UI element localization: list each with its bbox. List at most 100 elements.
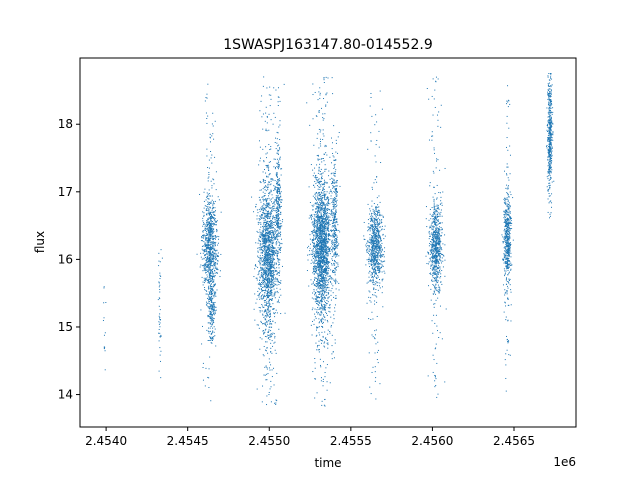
- data-point: [266, 320, 268, 322]
- data-point: [310, 216, 312, 218]
- data-point: [321, 222, 323, 224]
- data-point: [209, 213, 211, 215]
- data-point: [326, 101, 328, 103]
- data-point: [159, 335, 161, 337]
- data-point: [259, 270, 261, 272]
- data-point: [269, 253, 271, 255]
- data-point: [262, 385, 264, 387]
- data-point: [274, 269, 276, 271]
- data-point: [310, 217, 312, 219]
- data-point: [271, 201, 273, 203]
- data-point: [323, 271, 325, 273]
- data-point: [271, 340, 273, 342]
- data-point: [259, 157, 261, 159]
- data-point: [327, 222, 329, 224]
- data-point: [329, 209, 331, 211]
- data-point: [212, 236, 214, 238]
- data-point: [321, 312, 323, 314]
- data-point: [210, 283, 212, 285]
- data-point: [319, 92, 321, 94]
- data-point: [320, 158, 322, 160]
- data-point: [274, 228, 276, 230]
- data-point: [268, 294, 270, 296]
- data-point: [207, 180, 209, 182]
- data-point: [269, 217, 271, 219]
- data-point: [210, 297, 212, 299]
- data-point: [212, 311, 214, 313]
- data-point: [326, 232, 328, 234]
- data-point: [213, 285, 215, 287]
- data-point: [214, 269, 216, 271]
- data-point: [208, 193, 210, 195]
- data-point: [159, 322, 161, 324]
- data-point: [212, 212, 214, 214]
- data-point: [312, 169, 314, 171]
- data-point: [214, 249, 216, 251]
- data-point: [209, 239, 210, 241]
- data-point: [266, 157, 268, 159]
- data-point: [277, 200, 279, 202]
- data-point: [264, 366, 266, 368]
- data-point: [276, 252, 278, 254]
- data-point: [267, 229, 269, 231]
- data-point: [261, 257, 263, 259]
- data-point: [212, 272, 214, 274]
- data-point: [215, 291, 217, 293]
- data-point: [215, 292, 217, 294]
- data-point: [266, 198, 268, 200]
- data-point: [207, 206, 209, 208]
- data-point: [270, 285, 272, 287]
- data-point: [268, 261, 270, 263]
- data-point: [272, 241, 274, 243]
- data-point: [323, 254, 325, 256]
- data-point: [267, 258, 269, 260]
- data-point: [325, 284, 327, 286]
- data-point: [316, 263, 318, 265]
- data-point: [278, 164, 280, 166]
- data-point: [269, 271, 271, 273]
- data-point: [268, 305, 270, 307]
- data-point: [260, 246, 262, 248]
- data-point: [323, 241, 325, 243]
- data-point: [265, 273, 267, 275]
- data-point: [321, 317, 323, 319]
- data-point: [324, 204, 326, 206]
- data-point: [215, 254, 217, 256]
- data-point: [279, 247, 281, 249]
- data-point: [212, 317, 214, 319]
- data-point: [269, 149, 271, 151]
- data-point: [265, 257, 267, 259]
- data-point: [264, 309, 266, 311]
- data-point: [209, 228, 211, 230]
- data-point: [261, 209, 263, 211]
- data-point: [318, 158, 320, 160]
- data-point: [267, 334, 269, 336]
- data-point: [313, 229, 315, 231]
- data-point: [264, 279, 266, 280]
- data-point: [317, 217, 319, 219]
- data-point: [327, 264, 329, 266]
- data-point: [322, 262, 324, 264]
- data-point: [318, 110, 320, 112]
- data-point: [206, 266, 208, 268]
- data-point: [269, 221, 271, 223]
- data-point: [324, 235, 326, 237]
- data-point: [316, 392, 318, 394]
- data-point: [203, 279, 205, 281]
- data-point: [269, 309, 271, 311]
- data-point: [206, 213, 208, 215]
- data-point: [319, 97, 321, 99]
- data-point: [270, 306, 272, 308]
- data-point: [269, 280, 271, 282]
- data-point: [328, 203, 329, 205]
- data-point: [278, 281, 280, 283]
- data-point: [266, 175, 268, 177]
- data-point: [277, 162, 279, 164]
- data-point: [322, 239, 324, 241]
- data-point: [326, 182, 328, 184]
- data-point: [206, 242, 208, 244]
- data-point: [264, 241, 266, 243]
- data-point: [202, 237, 204, 239]
- data-point: [320, 278, 322, 280]
- data-point: [263, 272, 265, 274]
